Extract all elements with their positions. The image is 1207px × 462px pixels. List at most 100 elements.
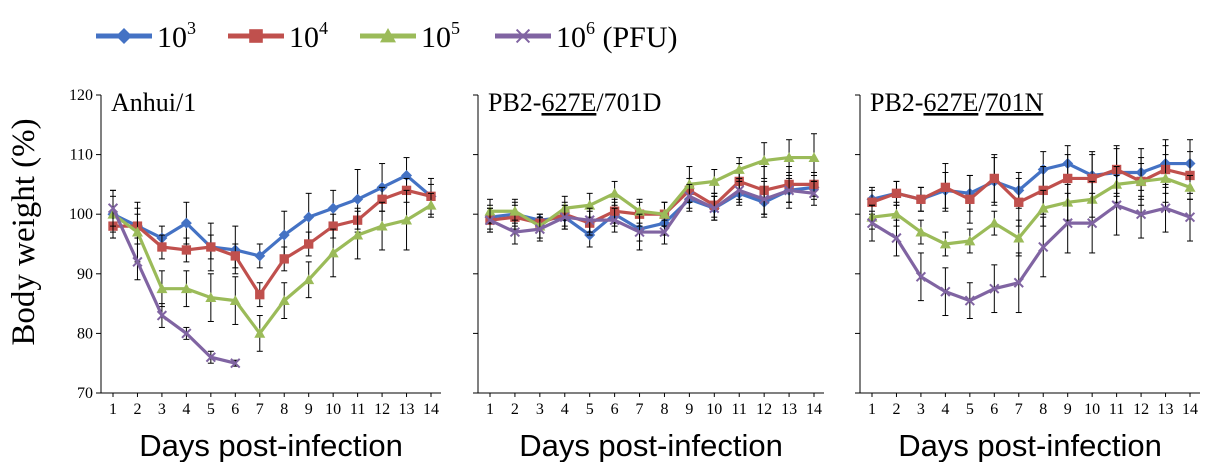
- data-point: [940, 286, 951, 297]
- data-point: [1135, 175, 1147, 186]
- data-point: [915, 226, 927, 237]
- data-point: [609, 187, 621, 198]
- data-point: [279, 254, 289, 264]
- x-axis-label: Days post-infection: [519, 428, 783, 462]
- data-point: [559, 212, 570, 223]
- y-tick-label: 100: [69, 206, 93, 223]
- data-point: [890, 208, 902, 219]
- data-point: [377, 194, 387, 204]
- series: [107, 157, 437, 275]
- series: [108, 177, 436, 308]
- data-point: [352, 193, 364, 205]
- data-point: [915, 271, 927, 282]
- legend-label: 104: [289, 18, 328, 54]
- series: [107, 189, 241, 369]
- data-point: [1014, 197, 1024, 207]
- data-point: [352, 229, 364, 240]
- data-point: [759, 194, 770, 205]
- data-point: [206, 242, 216, 252]
- data-point: [1111, 200, 1122, 211]
- x-tick-label: 5: [966, 401, 974, 418]
- series-line: [111, 207, 236, 365]
- data-point: [783, 185, 795, 196]
- x-tick-label: 1: [109, 401, 117, 418]
- data-point: [131, 226, 143, 237]
- data-point: [180, 217, 192, 229]
- data-point: [254, 327, 266, 338]
- data-point: [1013, 232, 1025, 243]
- data-point: [1087, 218, 1098, 229]
- data-point: [230, 251, 240, 261]
- y-tick-label: 80: [77, 325, 93, 342]
- x-tick-label: 6: [611, 401, 619, 418]
- data-point: [708, 175, 720, 186]
- data-point: [1038, 241, 1049, 253]
- data-point: [758, 155, 770, 165]
- data-point: [891, 232, 902, 244]
- x-tick-label: 14: [423, 401, 439, 418]
- data-point: [509, 205, 521, 216]
- data-point: [107, 203, 119, 214]
- data-point: [989, 283, 1000, 294]
- data-point: [303, 211, 315, 223]
- y-tick-label: 110: [70, 147, 93, 164]
- legend-marker: [515, 28, 531, 44]
- data-point: [1087, 173, 1097, 184]
- data-point: [733, 164, 745, 174]
- x-tick-label: 5: [207, 401, 215, 418]
- series: [484, 171, 820, 251]
- x-tick-label: 3: [158, 401, 166, 418]
- data-point: [1037, 202, 1049, 213]
- data-point: [303, 274, 315, 285]
- data-point: [425, 199, 437, 210]
- x-tick-label: 4: [182, 401, 190, 418]
- x-tick-label: 3: [917, 401, 925, 418]
- legend-label: 103: [157, 18, 196, 54]
- data-point: [709, 203, 720, 214]
- series-line: [112, 203, 432, 335]
- data-point: [634, 205, 646, 216]
- legend: 103 104 105 106 (PFU): [96, 18, 678, 54]
- legend-marker: [116, 28, 132, 44]
- x-tick-label: 13: [1158, 401, 1174, 418]
- data-point: [1184, 181, 1196, 192]
- data-point: [230, 358, 241, 369]
- data-point: [683, 178, 695, 189]
- y-tick-label: 90: [77, 266, 93, 283]
- x-tick-label: 14: [806, 401, 822, 418]
- data-point: [634, 226, 645, 238]
- data-point: [659, 226, 670, 238]
- data-point: [939, 238, 951, 249]
- x-tick-label: 8: [280, 401, 288, 418]
- legend-item: 105: [360, 18, 460, 54]
- x-tick-label: 7: [1015, 401, 1023, 418]
- legend-item: 106 (PFU): [495, 18, 678, 54]
- data-point: [808, 188, 820, 199]
- x-tick-label: 11: [732, 401, 747, 418]
- y-axis-label: Body weight (%): [6, 118, 42, 345]
- data-point: [1062, 218, 1073, 229]
- data-point: [684, 191, 695, 202]
- data-point: [916, 194, 926, 204]
- x-tick-label: 6: [990, 401, 998, 418]
- x-tick-label: 13: [399, 401, 415, 418]
- data-point: [1063, 173, 1073, 184]
- data-point: [783, 152, 795, 162]
- x-tick-label: 2: [892, 401, 900, 418]
- series: [866, 139, 1196, 212]
- x-axis-label: Days post-infection: [139, 428, 403, 462]
- data-point: [328, 221, 338, 231]
- series: [866, 174, 1196, 319]
- x-tick-label: 12: [1133, 401, 1149, 418]
- x-tick-label: 11: [350, 401, 365, 418]
- data-point: [1160, 172, 1172, 183]
- data-point: [509, 226, 521, 238]
- series-line: [112, 173, 433, 258]
- series: [107, 189, 437, 352]
- data-point: [278, 229, 290, 241]
- data-point: [255, 289, 265, 300]
